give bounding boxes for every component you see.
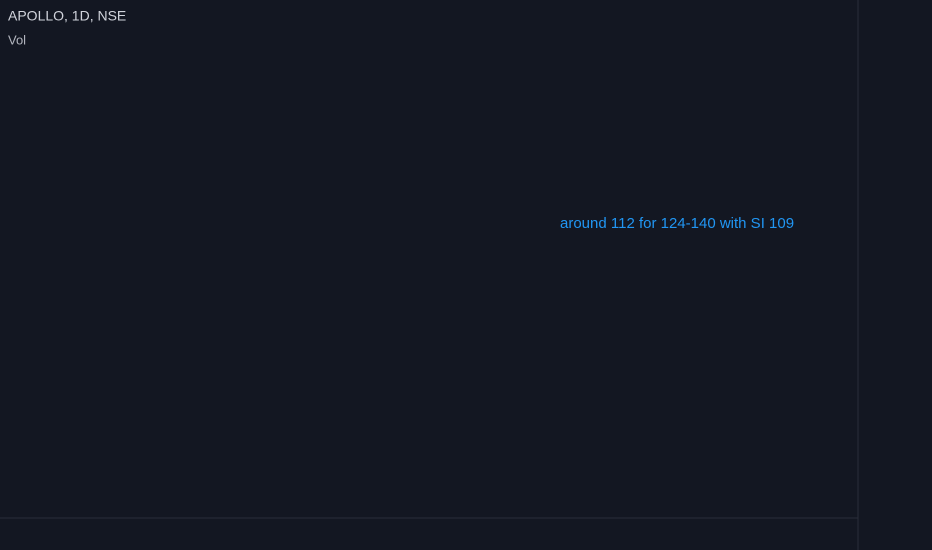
annotation: around 112 for 124-140 with SI 109: [560, 215, 794, 232]
chart-title: APOLLO, 1D, NSE: [8, 8, 126, 24]
price-axis: [858, 0, 932, 550]
volume-title: Vol: [8, 32, 26, 47]
